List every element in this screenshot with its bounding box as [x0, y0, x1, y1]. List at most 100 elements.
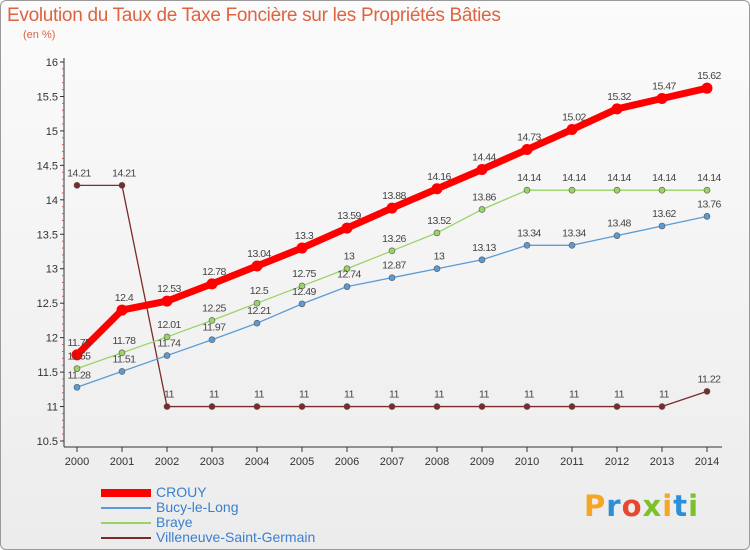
chart-series — [71, 82, 713, 410]
data-point-villeneuve-saint-germain — [613, 403, 621, 410]
data-point-crouy — [116, 304, 128, 316]
y-tick-label: 15.5 — [37, 91, 58, 103]
data-point-bucy-le-long — [658, 222, 666, 230]
data-label-braye: 11.78 — [113, 335, 137, 347]
x-tick-label: 2007 — [380, 456, 404, 468]
data-label-villeneuve-saint-germain: 11 — [434, 389, 445, 401]
data-label-crouy: 15.02 — [562, 112, 586, 124]
data-label-braye: 13.26 — [382, 233, 406, 245]
data-point-crouy — [566, 124, 578, 136]
y-tick-label: 11.5 — [37, 367, 58, 379]
data-point-bucy-le-long — [73, 383, 81, 391]
data-label-braye: 11.55 — [68, 351, 92, 363]
data-point-villeneuve-saint-germain — [253, 403, 261, 410]
data-point-braye — [433, 229, 441, 237]
proxiti-logo: Proxiti — [584, 489, 699, 523]
data-point-bucy-le-long — [523, 241, 531, 249]
data-label-bucy-le-long: 12.74 — [337, 269, 361, 281]
data-label-crouy: 14.16 — [427, 171, 451, 183]
legend-item-braye: Braye — [99, 514, 359, 530]
data-label-crouy: 15.62 — [697, 70, 721, 82]
data-point-villeneuve-saint-germain — [478, 403, 486, 410]
data-label-bucy-le-long: 12.21 — [247, 305, 271, 317]
data-point-villeneuve-saint-germain — [163, 403, 171, 410]
data-label-bucy-le-long: 12.87 — [382, 260, 406, 272]
data-label-bucy-le-long: 11.97 — [203, 322, 227, 334]
data-point-braye — [478, 206, 486, 213]
data-point-braye — [298, 282, 306, 290]
data-label-villeneuve-saint-germain: 11 — [479, 389, 490, 401]
data-label-bucy-le-long: 11.51 — [113, 353, 137, 365]
data-point-bucy-le-long — [568, 241, 576, 249]
x-tick-label: 2013 — [650, 456, 674, 468]
data-label-crouy: 15.47 — [652, 81, 676, 93]
data-label-bucy-le-long: 11.74 — [158, 338, 182, 350]
chart-legend: CROUY Bucy-le-Long Braye Villeneuve-Sain… — [99, 484, 359, 545]
legend-label-braye: Braye — [156, 514, 193, 530]
data-point-braye — [118, 349, 126, 357]
data-point-braye — [613, 186, 621, 194]
data-point-villeneuve-saint-germain — [433, 403, 441, 410]
legend-item-villeneuve-saint-germain: Villeneuve-Saint-Germain — [99, 529, 359, 545]
data-point-crouy — [611, 103, 623, 115]
data-point-crouy — [206, 278, 218, 290]
y-tick-label: 14.5 — [37, 160, 58, 172]
legend-label-villeneuve-saint-germain: Villeneuve-Saint-Germain — [156, 529, 316, 545]
x-tick-label: 2014 — [695, 456, 719, 468]
x-tick-label: 2008 — [425, 456, 449, 468]
data-label-bucy-le-long: 11.28 — [68, 369, 92, 381]
data-point-bucy-le-long — [253, 319, 261, 327]
data-point-braye — [388, 247, 396, 255]
data-point-crouy — [251, 260, 263, 272]
legend-label-bucy-le-long: Bucy-le-Long — [156, 499, 239, 515]
y-tick-label: 11 — [47, 402, 58, 414]
logo-letter: r — [606, 489, 622, 523]
data-label-braye: 14.14 — [517, 172, 541, 184]
data-point-braye — [568, 186, 576, 194]
data-label-braye: 13.86 — [472, 191, 496, 203]
data-label-braye: 14.14 — [697, 172, 721, 184]
data-label-villeneuve-saint-germain: 11 — [614, 389, 625, 401]
data-label-crouy: 13.3 — [295, 230, 314, 242]
data-label-braye: 14.14 — [607, 172, 631, 184]
data-label-bucy-le-long: 13.13 — [472, 242, 496, 254]
logo-letter: t — [673, 489, 689, 523]
legend-swatch-crouy — [101, 489, 151, 497]
data-point-crouy — [386, 202, 398, 214]
legend-swatch-bucy-le-long — [101, 507, 151, 509]
data-label-crouy: 14.73 — [517, 132, 541, 144]
data-point-villeneuve-saint-germain — [208, 403, 216, 410]
data-point-crouy — [701, 82, 713, 94]
data-point-crouy — [521, 144, 533, 156]
data-point-crouy — [341, 222, 353, 234]
legend-item-crouy: CROUY — [99, 484, 359, 500]
data-label-villeneuve-saint-germain: 11 — [659, 389, 670, 401]
data-point-braye — [703, 186, 711, 194]
data-point-bucy-le-long — [388, 274, 396, 281]
data-point-villeneuve-saint-germain — [658, 403, 666, 410]
data-point-bucy-le-long — [343, 283, 351, 290]
data-label-crouy: 13.04 — [247, 248, 271, 260]
data-label-braye: 12.01 — [157, 319, 181, 331]
data-point-bucy-le-long — [163, 352, 171, 359]
data-point-villeneuve-saint-germain — [388, 403, 396, 410]
x-tick-label: 2005 — [290, 456, 314, 468]
data-label-braye: 13 — [344, 251, 355, 263]
data-label-braye: 14.14 — [562, 172, 586, 184]
data-point-crouy — [431, 183, 443, 195]
y-tick-label: 13.5 — [37, 229, 58, 241]
x-tick-label: 2004 — [245, 456, 269, 468]
data-point-bucy-le-long — [433, 265, 441, 273]
data-label-crouy: 13.59 — [337, 210, 361, 222]
data-label-bucy-le-long: 13.34 — [562, 227, 586, 239]
x-tick-label: 2009 — [470, 456, 494, 468]
legend-swatch-villeneuve-saint-germain — [101, 537, 151, 539]
data-point-crouy — [161, 295, 173, 307]
data-label-braye: 13.52 — [427, 215, 451, 227]
legend-item-bucy-le-long: Bucy-le-Long — [99, 499, 359, 515]
data-point-braye — [523, 186, 531, 194]
y-tick-label: 12 — [46, 333, 58, 345]
data-label-villeneuve-saint-germain: 11.22 — [698, 373, 722, 385]
